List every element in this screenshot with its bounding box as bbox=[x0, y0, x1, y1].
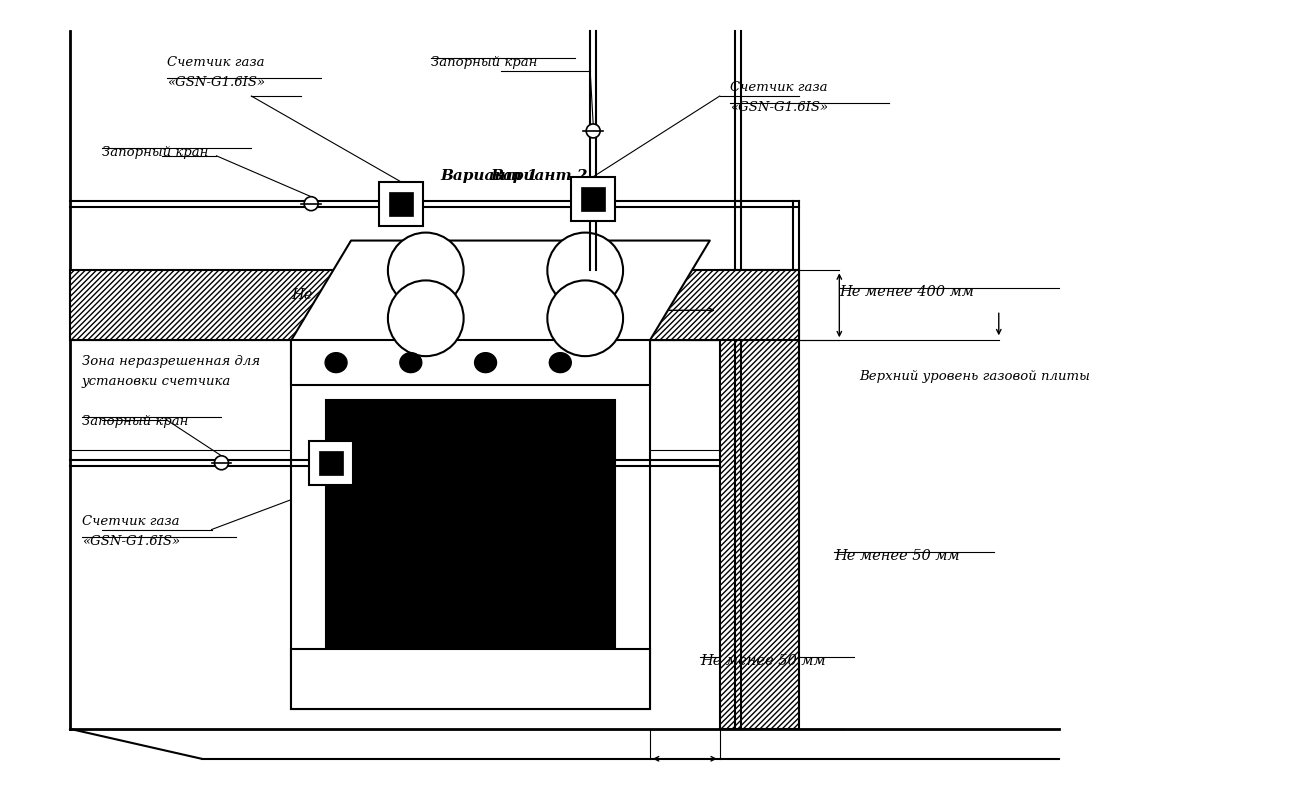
Text: Счетчик газа: Счетчик газа bbox=[167, 56, 264, 69]
Bar bbox=[291, 340, 650, 709]
Ellipse shape bbox=[474, 353, 496, 373]
Bar bbox=[319, 451, 344, 475]
Circle shape bbox=[388, 281, 464, 356]
Text: «GSN-G1.6IS»: «GSN-G1.6IS» bbox=[167, 76, 265, 89]
Text: Запорный кран: Запорный кран bbox=[430, 56, 537, 69]
Bar bbox=[720, 270, 800, 729]
Text: Не менее 50 мм: Не менее 50 мм bbox=[700, 654, 826, 668]
Text: «GSN-G1.6IS»: «GSN-G1.6IS» bbox=[730, 101, 828, 114]
Text: Вариант 3: Вариант 3 bbox=[357, 435, 453, 449]
Circle shape bbox=[388, 233, 464, 308]
Bar bbox=[571, 176, 615, 221]
Text: Счетчик газа: Счетчик газа bbox=[730, 81, 827, 94]
Bar bbox=[326, 400, 615, 649]
Bar bbox=[379, 182, 422, 225]
Text: Вариант 1: Вариант 1 bbox=[441, 168, 539, 183]
Text: «GSN-G1.6IS»: «GSN-G1.6IS» bbox=[81, 535, 180, 548]
Circle shape bbox=[587, 124, 601, 138]
Circle shape bbox=[214, 456, 229, 470]
Ellipse shape bbox=[326, 353, 348, 373]
Circle shape bbox=[304, 196, 318, 211]
Bar bbox=[291, 340, 650, 385]
Text: Верхний уровень газовой плиты: Верхний уровень газовой плиты bbox=[859, 370, 1090, 383]
Bar bbox=[309, 441, 353, 484]
Text: Запорный кран: Запорный кран bbox=[102, 146, 208, 159]
Bar bbox=[581, 187, 605, 211]
Text: Зона неразрешенная для: Зона неразрешенная для bbox=[81, 355, 260, 368]
Ellipse shape bbox=[549, 353, 571, 373]
Text: Не менее 400 мм: Не менее 400 мм bbox=[840, 286, 974, 299]
Circle shape bbox=[548, 281, 623, 356]
Bar bbox=[389, 192, 413, 216]
Text: Вариант 2: Вариант 2 bbox=[491, 168, 588, 183]
Bar bbox=[291, 649, 650, 709]
Circle shape bbox=[548, 233, 623, 308]
Text: Счетчик газа: Счетчик газа bbox=[81, 515, 180, 528]
Bar bbox=[70, 270, 800, 340]
Text: Не менее 50 мм: Не менее 50 мм bbox=[291, 289, 417, 302]
Polygon shape bbox=[291, 241, 709, 340]
Ellipse shape bbox=[399, 353, 421, 373]
Text: Не менее 50 мм: Не менее 50 мм bbox=[835, 549, 960, 564]
Text: установки счетчика: установки счетчика bbox=[81, 375, 231, 388]
Text: Запорный кран: Запорный кран bbox=[81, 415, 189, 428]
